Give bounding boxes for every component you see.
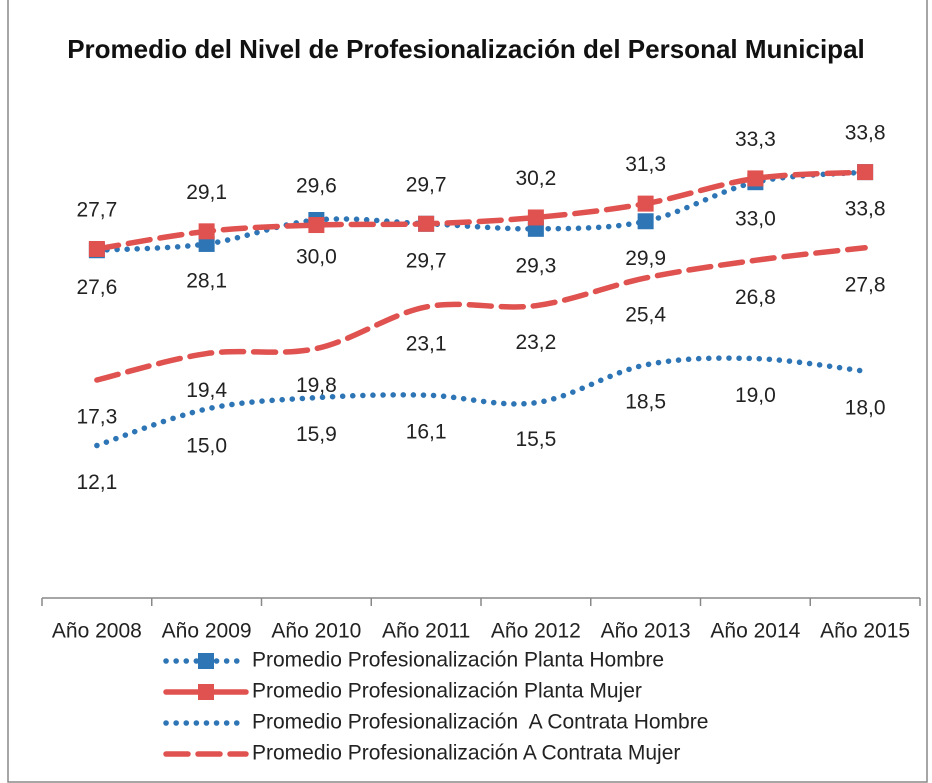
marker [747, 170, 764, 187]
data-label: 17,3 [76, 406, 117, 429]
series-line [94, 355, 868, 449]
data-label: 29,6 [296, 175, 337, 198]
legend-marker [198, 653, 214, 669]
x-tick-label: Año 2011 [382, 620, 470, 643]
data-label: 26,8 [735, 286, 776, 309]
data-label: 27,8 [845, 273, 886, 296]
data-label: 33,0 [735, 208, 776, 231]
chart-border [7, 0, 928, 783]
data-label: 19,0 [735, 384, 776, 407]
data-label: 15,9 [296, 423, 337, 446]
data-label: 33,8 [845, 122, 886, 145]
legend-marker [198, 684, 214, 700]
marker [527, 209, 544, 226]
data-label: 27,7 [76, 199, 117, 222]
data-label: 25,4 [625, 304, 666, 327]
marker [637, 213, 654, 230]
data-label: 30,2 [515, 167, 556, 190]
x-tick-label: Año 2015 [820, 620, 910, 643]
data-label: 19,4 [186, 379, 227, 402]
legend-label: Promedio Profesionalización Planta Hombr… [252, 649, 664, 672]
data-label: 15,0 [186, 435, 227, 458]
data-label: 33,8 [845, 198, 886, 221]
series-line [94, 244, 868, 383]
data-label: 18,5 [625, 390, 666, 413]
x-tick-label: Año 2009 [162, 620, 252, 643]
data-label: 29,9 [625, 247, 666, 270]
marker [637, 195, 654, 212]
data-label: 19,8 [296, 374, 337, 397]
data-label: 12,1 [76, 471, 117, 494]
series-line [94, 169, 868, 253]
data-label: 18,0 [845, 397, 886, 420]
data-label: 28,1 [186, 269, 227, 292]
series-line [94, 169, 868, 252]
data-label: 30,0 [296, 246, 337, 269]
marker [198, 235, 215, 252]
data-label: 23,2 [515, 331, 556, 354]
x-tick-label: Año 2014 [710, 620, 800, 643]
marker [418, 215, 435, 232]
x-tick-label: Año 2012 [491, 620, 581, 643]
data-label: 15,5 [515, 428, 556, 451]
marker [308, 217, 325, 234]
data-label: 31,3 [625, 153, 666, 176]
legend-label: Promedio Profesionalización A Contrata M… [252, 742, 680, 765]
data-label: 29,1 [186, 181, 227, 204]
data-label: 29,3 [515, 254, 556, 277]
chart-title: Promedio del Nivel de Profesionalización… [67, 34, 865, 64]
data-label: 16,1 [406, 421, 447, 444]
data-label: 27,6 [76, 276, 117, 299]
data-label: 23,1 [406, 332, 447, 355]
x-tick-label: Año 2010 [271, 620, 361, 643]
x-tick-label: Año 2013 [601, 620, 691, 643]
legend-label: Promedio Profesionalización A Contrata H… [252, 711, 708, 734]
data-label: 29,7 [406, 173, 447, 196]
legend-label: Promedio Profesionalización Planta Mujer [252, 680, 642, 703]
marker [88, 240, 105, 257]
data-label: 33,3 [735, 128, 776, 151]
x-tick-label: Año 2008 [52, 620, 142, 643]
marker [857, 164, 874, 181]
marker [198, 223, 215, 240]
data-label: 29,7 [406, 249, 447, 272]
